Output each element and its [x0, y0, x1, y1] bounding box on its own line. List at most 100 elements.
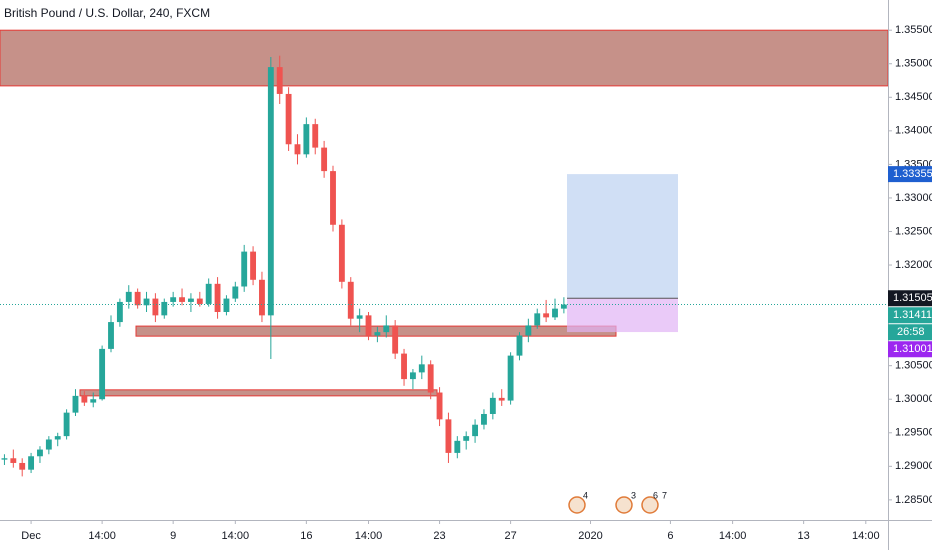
candle-body: [45, 439, 52, 450]
candle-body: [338, 224, 345, 282]
x-tick-label: 27: [504, 530, 516, 542]
candle-body: [489, 397, 496, 414]
events: 4 3 6 7: [568, 490, 667, 514]
candle-body: [552, 308, 558, 318]
event-icon[interactable]: 3: [615, 490, 636, 514]
candle-body: [392, 325, 399, 354]
price-badge-label: 1.33355: [893, 168, 932, 180]
event-circle[interactable]: [615, 496, 633, 514]
x-tick-label: 14:00: [88, 530, 116, 542]
price-badge-label: 1.31001: [893, 343, 932, 355]
candle-body: [321, 147, 328, 172]
candle-body: [436, 392, 443, 420]
countdown-badge: [888, 324, 932, 341]
event-circle[interactable]: [568, 496, 586, 514]
time-axis-bg: [0, 520, 932, 550]
x-tick-label: 23: [433, 530, 445, 542]
y-tick-label: 1.34000: [895, 125, 932, 137]
price-badge-label: 1.31411: [893, 309, 932, 321]
candle-body: [232, 286, 239, 299]
price-badge: [888, 307, 932, 324]
candle-body: [108, 322, 114, 349]
candle-body: [401, 353, 407, 380]
candle-body: [498, 397, 505, 401]
candle-body: [143, 298, 150, 306]
price-axis-bg: [888, 0, 932, 550]
x-tick-label: Dec: [21, 530, 41, 542]
stop-box: [567, 298, 678, 333]
x-tick-label: 14:00: [719, 530, 747, 542]
chart-title: British Pound / U.S. Dollar, 240, FXCM: [4, 6, 210, 20]
candle-body: [63, 412, 70, 437]
candle-body: [330, 171, 336, 225]
candle-body: [294, 144, 301, 155]
candle-body: [285, 93, 292, 145]
x-tick-label: 13: [798, 530, 810, 542]
price-badge-label: 1.31505: [893, 292, 932, 304]
y-tick-label: 1.32000: [895, 259, 932, 271]
candle-body: [99, 348, 106, 400]
axes: 1.28500 1.29000 1.29500 1.30000 1.30500 1.310…: [21, 24, 932, 542]
candle-body: [179, 297, 185, 302]
candle-body: [241, 251, 248, 287]
candle-body: [445, 419, 452, 453]
zones: [0, 29, 889, 397]
y-tick-label: 1.29000: [895, 460, 932, 472]
candle-body: [507, 355, 514, 401]
candle-body: [472, 424, 479, 437]
candle-body: [37, 449, 43, 457]
event-label: 3: [631, 490, 636, 500]
event-circle[interactable]: [641, 496, 659, 514]
candle-body: [10, 458, 17, 463]
candle-body: [312, 124, 319, 148]
price-badge: [888, 341, 932, 358]
candle-body: [516, 335, 523, 356]
y-tick-label: 1.28500: [895, 494, 932, 506]
x-tick-label: 14:00: [222, 530, 250, 542]
candle-body: [81, 395, 88, 403]
candle-body: [170, 297, 177, 302]
y-tick-label: 1.30500: [895, 360, 932, 372]
candle-body: [125, 291, 132, 302]
x-tick-label: 2020: [578, 530, 602, 542]
y-tick-label: 1.32500: [895, 225, 932, 237]
candle-body: [152, 298, 159, 316]
price-badges: 1.33355 1.31505 1.31411 26:58 1.31001: [888, 166, 932, 358]
y-tick-label: 1.30000: [895, 393, 932, 405]
x-tick-label: 14:00: [355, 530, 383, 542]
candle-body: [365, 315, 372, 336]
event-label: 4: [583, 490, 588, 500]
position-tool: [567, 174, 678, 333]
x-tick-label: 6: [667, 530, 673, 542]
event-icon[interactable]: 4: [568, 490, 588, 514]
candle-body: [250, 251, 257, 280]
y-tick-label: 1.35500: [895, 24, 932, 36]
candle-body: [543, 313, 550, 318]
candle-body: [374, 332, 381, 336]
y-tick-label: 1.29500: [895, 427, 932, 439]
price-badge: [888, 290, 932, 307]
price-badge: [888, 166, 932, 183]
candle-body: [560, 304, 567, 309]
candle-body: [54, 436, 61, 440]
candle-body: [303, 124, 310, 155]
y-tick-label: 1.35000: [895, 58, 932, 70]
event-label: 7: [662, 490, 667, 500]
candle-body: [481, 413, 487, 425]
candle-body: [525, 325, 532, 336]
event-icon[interactable]: 6 7: [641, 490, 667, 514]
candle-body: [90, 399, 97, 403]
candle-body: [205, 283, 212, 304]
zone: [79, 389, 438, 397]
candle-body: [196, 298, 203, 304]
candle-body: [383, 325, 390, 333]
candle-body: [276, 67, 283, 94]
candle-body: [214, 283, 221, 312]
candle-body: [347, 281, 354, 319]
target-box: [567, 174, 678, 299]
event-label: 6: [653, 490, 658, 500]
candles: [0, 55, 888, 477]
candle-body: [259, 279, 265, 316]
